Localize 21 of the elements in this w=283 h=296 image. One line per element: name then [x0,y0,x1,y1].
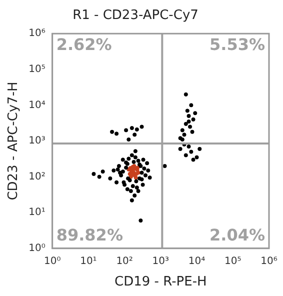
x-tick-label: 10¹ [80,256,97,267]
annotation: 89.82% [56,226,123,245]
y-tick-label: 10⁶ [28,28,46,40]
x-tick-label: 10⁵ [224,256,242,267]
x-tick-label: 10³ [152,256,170,267]
y-tick-label: 10² [28,171,46,182]
x-tick-label: 10² [116,256,133,267]
y-tick-label: 10⁵ [28,64,46,75]
chart-title: R1 - CD23-APC-Cy7 [72,8,198,24]
x-tick-label: 10⁴ [188,256,206,267]
x-tick-label: 10⁶ [260,256,278,267]
y-tick-label: 10⁰ [28,242,46,254]
y-tick-label: 10⁴ [28,100,46,111]
annotation: 5.53% [209,34,265,54]
y-tick-label: 10³ [28,136,46,147]
x-tick-label: 10⁰ [44,256,61,267]
annotation: 2.04% [209,226,265,245]
x-axis-title: CD19 - R-PE-H [114,274,207,290]
annotation: 2.62% [56,34,112,54]
y-tick-label: 10¹ [28,207,46,218]
y-axis-title: CD23 - APC-Cy7-H [6,82,22,200]
